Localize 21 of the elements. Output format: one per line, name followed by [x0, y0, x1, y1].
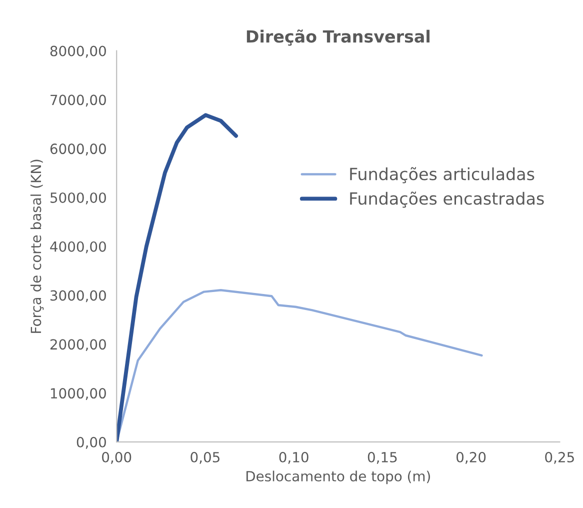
y-tick-label: 6000,00 [50, 144, 106, 156]
y-tick-label: 5000,00 [50, 192, 106, 204]
y-tick-label: 2000,00 [50, 339, 106, 352]
y-axis-title: Força de corte basal (KN) [30, 160, 44, 333]
x-tick-label: 0,20 [456, 452, 486, 464]
y-tick-label: 0,00 [76, 436, 106, 449]
y-tick-label: 8000,00 [50, 46, 106, 58]
x-tick-label: 0,15 [368, 452, 397, 464]
x-tick-label: 0,25 [545, 452, 574, 464]
y-tick-label: 7000,00 [50, 94, 106, 107]
legend-label: Fundações articuladas [350, 167, 534, 184]
y-tick-label: 1000,00 [50, 388, 106, 400]
y-tick-label: 3000,00 [50, 290, 106, 302]
x-tick-label: 0,05 [190, 452, 220, 464]
x-tick-label: 0,00 [102, 452, 132, 464]
chart-title: Direção Transversal [246, 30, 430, 46]
x-axis-title: Deslocamento de topo (m) [246, 470, 430, 484]
x-tick-label: 0,10 [279, 452, 308, 464]
legend-label: Fundações encastradas [350, 192, 544, 208]
y-tick-label: 4000,00 [50, 241, 106, 254]
line-series [116, 113, 238, 442]
